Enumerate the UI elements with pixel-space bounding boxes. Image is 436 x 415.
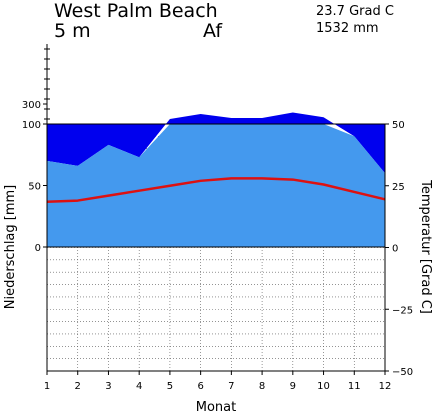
- x-tick-label: 10: [317, 381, 330, 392]
- x-tick-label: 11: [348, 381, 361, 392]
- temp-tick-label: −25: [392, 305, 413, 316]
- x-tick-label: 6: [197, 381, 203, 392]
- temp-tick-label: 25: [392, 182, 405, 193]
- climate-class: Af: [203, 20, 223, 42]
- x-tick-label: 7: [228, 381, 234, 392]
- x-tick-label: 9: [290, 381, 296, 392]
- annual-precipitation: 1532 mm: [316, 21, 379, 36]
- x-tick-label: 5: [167, 381, 173, 392]
- precip-tick-label: 100: [22, 120, 41, 131]
- precipitation-excess-area: [47, 112, 385, 174]
- x-axis-label: Monat: [196, 400, 236, 415]
- x-tick-label: 1: [44, 381, 50, 392]
- station-name: West Palm Beach: [54, 0, 218, 22]
- x-tick-label: 4: [136, 381, 142, 392]
- temp-tick-label: 50: [392, 120, 405, 131]
- temp-axis-label: Temperatur [Grad C]: [418, 179, 433, 314]
- x-tick-label: 2: [75, 381, 81, 392]
- precip-axis-label: Niederschlag [mm]: [3, 185, 18, 310]
- precip-tick-label: 50: [28, 182, 41, 193]
- station-elevation: 5 m: [54, 20, 91, 42]
- temp-tick-label: −50: [392, 367, 413, 378]
- x-tick-label: 3: [105, 381, 111, 392]
- mean-temperature: 23.7 Grad C: [316, 4, 394, 19]
- x-tick-label: 8: [259, 381, 265, 392]
- precipitation-area: [47, 124, 385, 247]
- precip-zero-label: 0: [35, 243, 41, 254]
- x-tick-label: 12: [379, 381, 392, 392]
- temp-tick-label: 0: [392, 244, 398, 255]
- temperature-line: [46, 177, 386, 204]
- precip-tick-label: 300: [22, 100, 41, 111]
